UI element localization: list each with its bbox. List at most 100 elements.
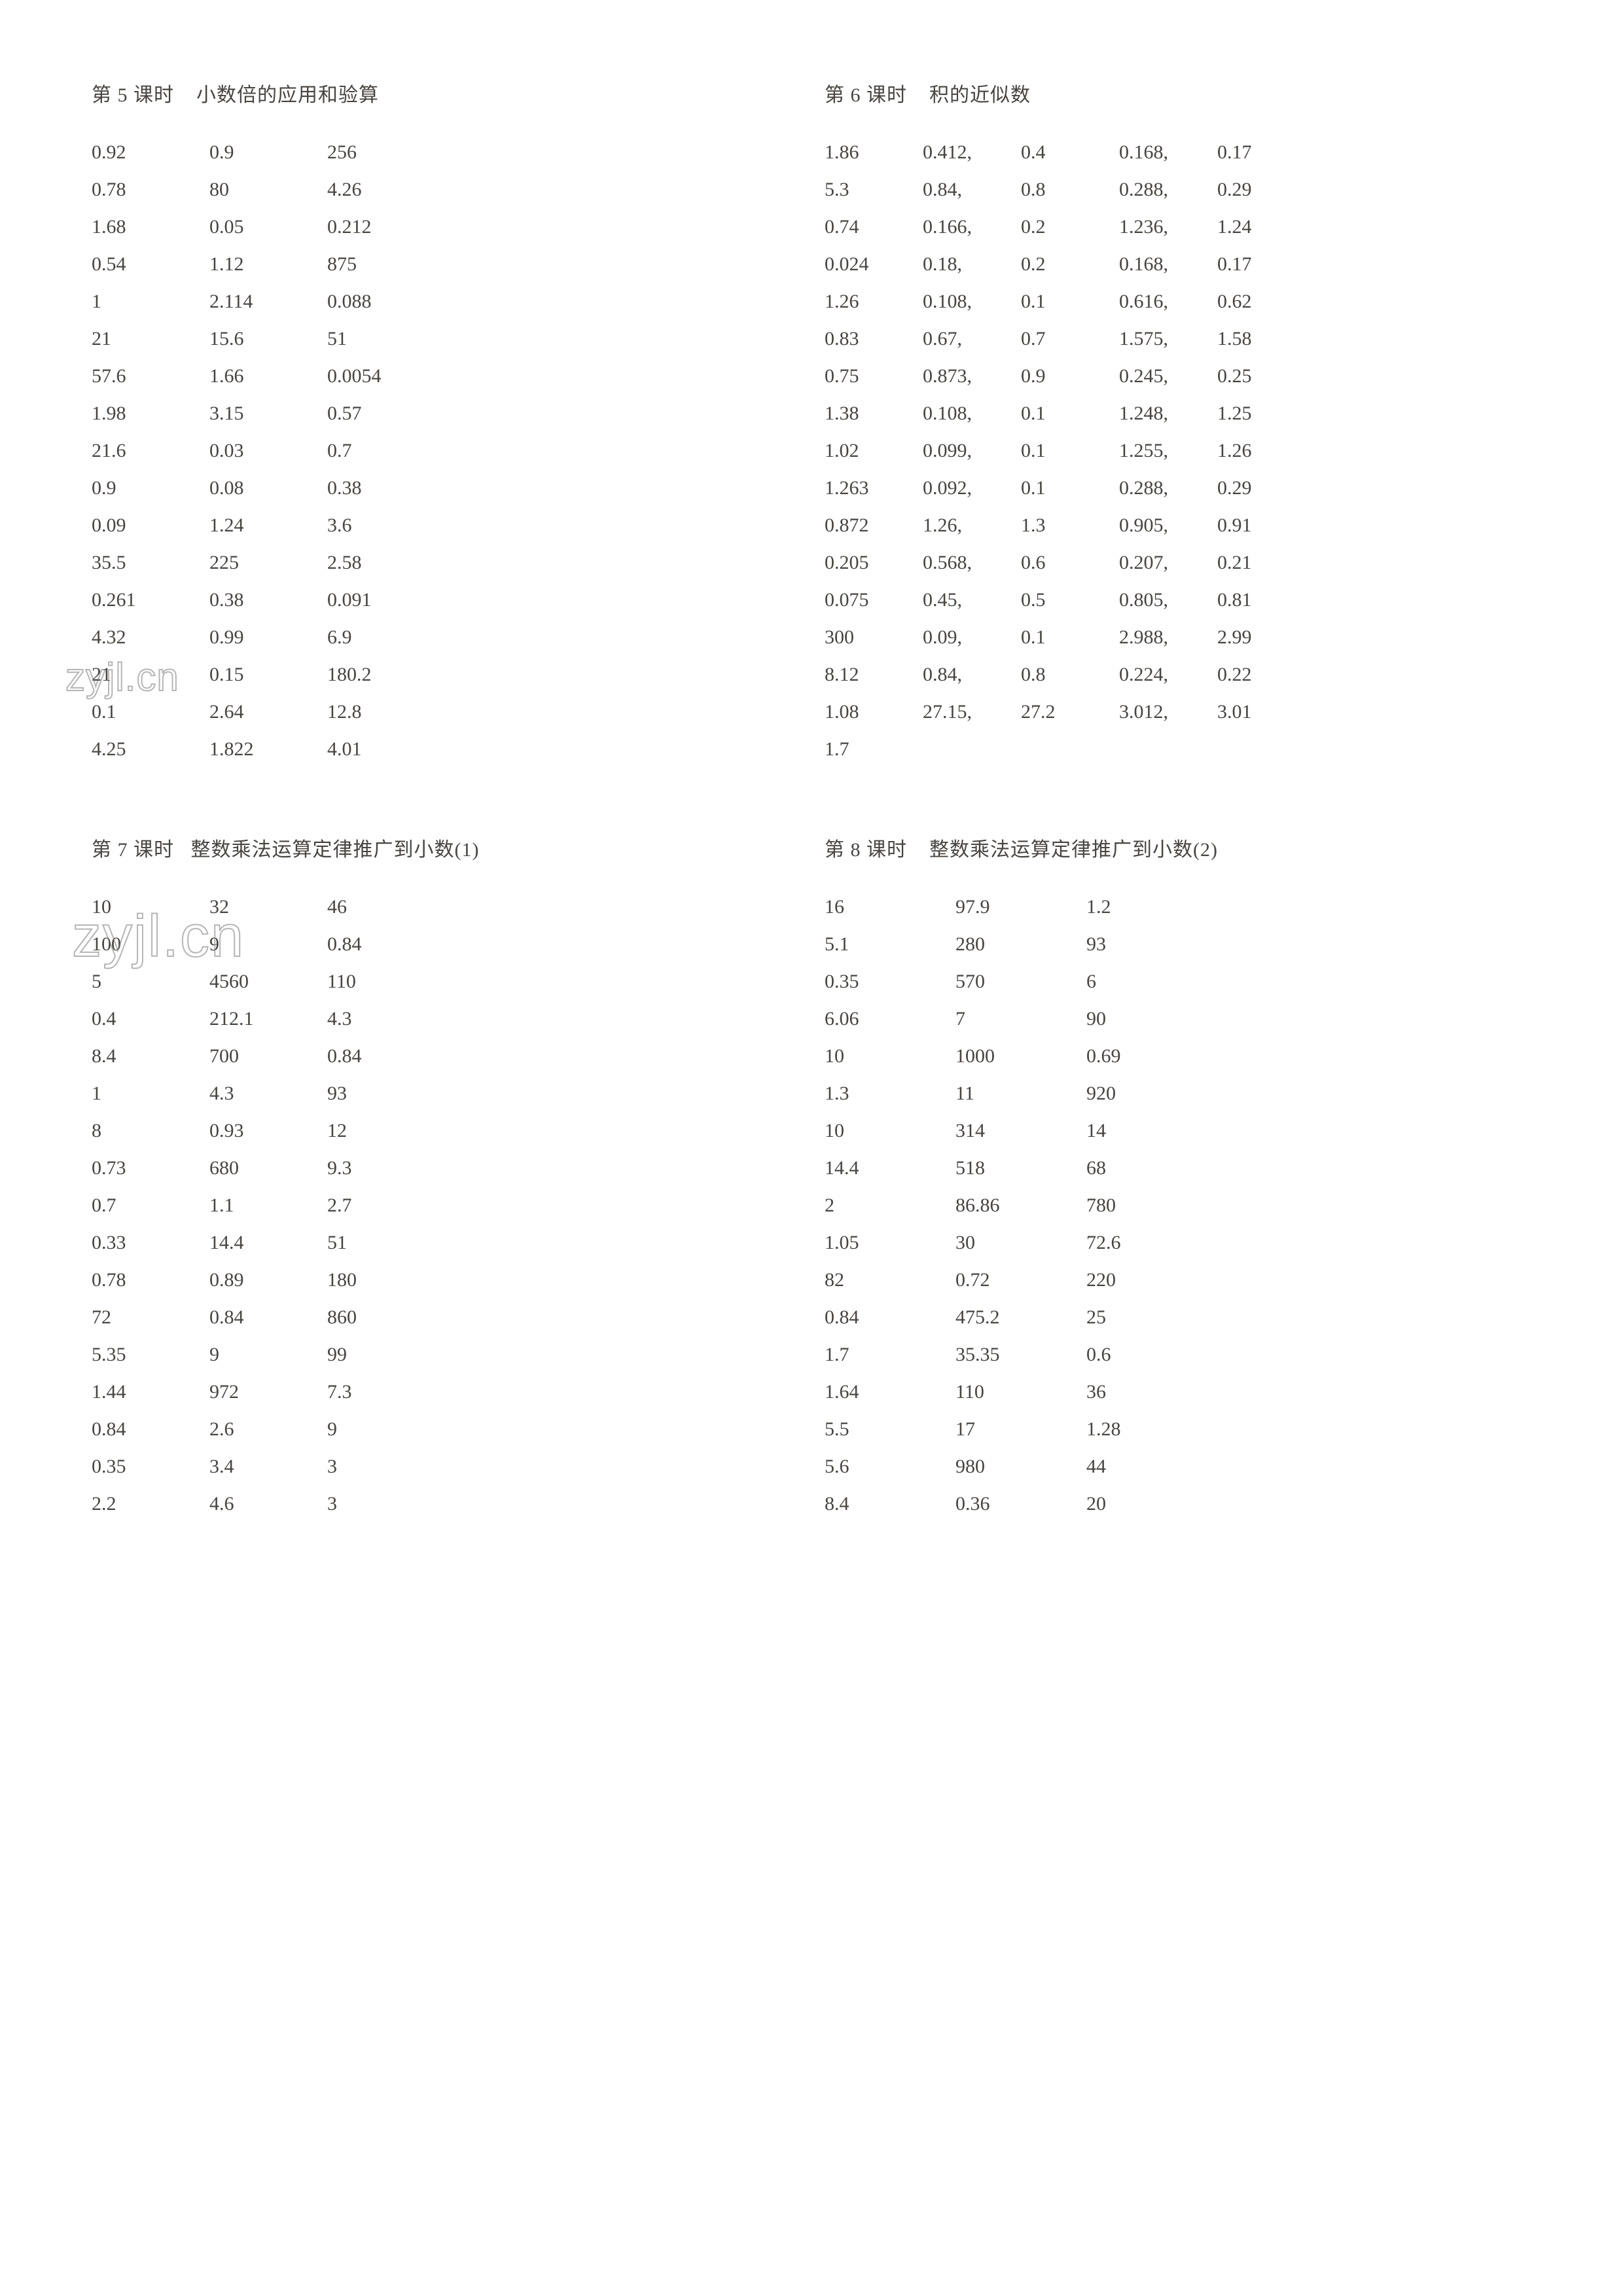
heading-lesson-7: 第 7 课时 整数乘法运算定律推广到小数(1) (92, 833, 798, 862)
data-cell (1021, 730, 1119, 768)
data-cell: 3.01 (1217, 693, 1315, 730)
data-cell: 0.35 (92, 1448, 209, 1485)
data-cell: 0.1 (1021, 395, 1119, 432)
data-cell: 680 (209, 1149, 327, 1187)
data-cell: 0.108, (923, 395, 1021, 432)
data-cell: 6 (1086, 963, 1217, 1000)
data-cell: 6.9 (327, 619, 445, 656)
data-cell: 0.45, (923, 581, 1021, 619)
data-cell: 32 (209, 888, 327, 925)
data-cell: 1.26 (825, 283, 923, 320)
data-cell: 14 (1086, 1112, 1217, 1149)
data-cell: 1.98 (92, 395, 209, 432)
lesson-suffix: 课时 (866, 839, 907, 861)
data-cell: 0.08 (209, 469, 327, 507)
data-cell: 9.3 (327, 1149, 445, 1187)
data-cell: 5.1 (825, 925, 955, 963)
data-cell: 27.2 (1021, 693, 1119, 730)
data-cell: 0.91 (1217, 507, 1315, 544)
data-cell: 0.78 (92, 171, 209, 208)
data-cell: 1.236, (1119, 208, 1217, 245)
data-cell: 4.3 (209, 1075, 327, 1112)
lesson-prefix: 第 (92, 839, 112, 861)
data-column: 0.920.781.680.5412157.61.9821.60.90.0935… (92, 134, 209, 768)
data-cell: 0.9 (209, 134, 327, 171)
data-cell: 0.36 (955, 1485, 1086, 1522)
data-cell: 0.288, (1119, 171, 1217, 208)
data-column: 3294560212.17004.30.936801.114.40.890.84… (209, 888, 327, 1522)
data-cell: 25 (1086, 1299, 1217, 1336)
data-cell: 1.25 (1217, 395, 1315, 432)
data-cell: 0.224, (1119, 656, 1217, 693)
data-cell: 16 (825, 888, 955, 925)
blocks-grid: 第 5 课时 小数倍的应用和验算 0.920.781.680.5412157.6… (92, 79, 1531, 1522)
data-cell: 0.35 (825, 963, 955, 1000)
data-cell: 0.1 (1021, 432, 1119, 469)
data-cell: 0.81 (1217, 581, 1315, 619)
data-cell: 0.568, (923, 544, 1021, 581)
data-cell: 90 (1086, 1000, 1217, 1037)
data-column: 0.40.80.20.20.10.70.90.10.10.11.30.60.50… (1021, 134, 1119, 768)
data-cell: 68 (1086, 1149, 1217, 1187)
data-cell: 1.86 (825, 134, 923, 171)
block-lesson-6: 第 6 课时 积的近似数 1.865.30.740.0241.260.830.7… (825, 79, 1531, 768)
data-cell: 0.261 (92, 581, 209, 619)
data-cell: 2.99 (1217, 619, 1315, 656)
data-cell: 314 (955, 1112, 1086, 1149)
data-cell: 1.3 (1021, 507, 1119, 544)
data-cell: 0.212 (327, 208, 445, 245)
data-cell: 0.33 (92, 1224, 209, 1261)
data-cell: 0.69 (1086, 1037, 1217, 1075)
data-cell: 5 (92, 963, 209, 1000)
data-cell: 10 (825, 1112, 955, 1149)
data-cell: 1000 (955, 1037, 1086, 1075)
data-cell: 0.72 (955, 1261, 1086, 1299)
data-cell: 0.21 (1217, 544, 1315, 581)
data-cell: 110 (327, 963, 445, 1000)
data-cell: 0.54 (92, 245, 209, 283)
data-cell: 8 (92, 1112, 209, 1149)
data-cell: 82 (825, 1261, 955, 1299)
data-cell: 3 (327, 1485, 445, 1522)
lesson-number: 7 (118, 839, 128, 861)
data-cell: 0.92 (92, 134, 209, 171)
data-cell: 0.15 (209, 656, 327, 693)
data-cell: 920 (1086, 1075, 1217, 1112)
lesson-number: 8 (851, 839, 861, 861)
data-cell: 0.8 (1021, 656, 1119, 693)
data-cell: 2.6 (209, 1410, 327, 1448)
data-cell: 0.099, (923, 432, 1021, 469)
data-cell: 180 (327, 1261, 445, 1299)
data-cell: 72 (92, 1299, 209, 1336)
data-cell: 14.4 (209, 1224, 327, 1261)
data-cell: 0.09, (923, 619, 1021, 656)
data-column: 2564.260.2128750.088510.00540.570.70.383… (327, 134, 445, 768)
data-cell: 4560 (209, 963, 327, 1000)
data-cell: 21.6 (92, 432, 209, 469)
data-cell: 1.68 (92, 208, 209, 245)
data-cell: 36 (1086, 1373, 1217, 1410)
data-cell: 0.207, (1119, 544, 1217, 581)
data-cell: 27.15, (923, 693, 1021, 730)
data-cell: 1.38 (825, 395, 923, 432)
data-cell: 7.3 (327, 1373, 445, 1410)
data-cell: 7 (955, 1000, 1086, 1037)
data-cell: 1.255, (1119, 432, 1217, 469)
data-cell: 0.1 (1021, 619, 1119, 656)
data-cell (923, 730, 1021, 768)
heading-lesson-8: 第 8 课时 整数乘法运算定律推广到小数(2) (825, 833, 1531, 862)
data-cell: 0.075 (825, 581, 923, 619)
data-cell: 35.5 (92, 544, 209, 581)
data-cell: 0.2 (1021, 245, 1119, 283)
data-cell: 1.12 (209, 245, 327, 283)
data-cell: 570 (955, 963, 1086, 1000)
data-cell: 1.2 (1086, 888, 1217, 925)
data-column: 165.10.356.06101.31014.421.05820.841.71.… (825, 888, 955, 1522)
data-columns: 1.865.30.740.0241.260.830.751.381.021.26… (825, 134, 1531, 768)
data-cell: 14.4 (825, 1149, 955, 1187)
data-cell: 1.66 (209, 357, 327, 395)
data-cell: 2.58 (327, 544, 445, 581)
data-cell: 86.86 (955, 1187, 1086, 1224)
data-cell: 0.29 (1217, 469, 1315, 507)
data-cell: 6.06 (825, 1000, 955, 1037)
